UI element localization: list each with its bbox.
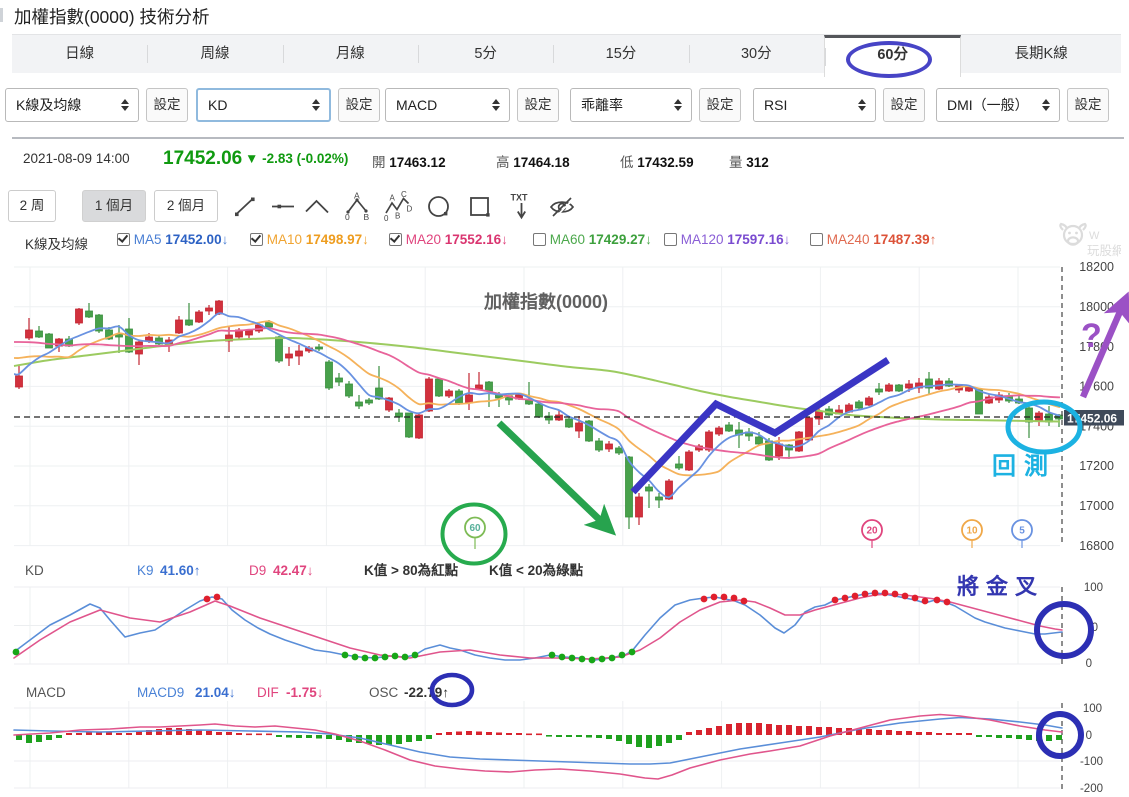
svg-text:100: 100 [1084, 582, 1103, 594]
svg-text:0: 0 [345, 212, 350, 222]
svg-text:60: 60 [469, 523, 481, 534]
svg-text:41.60↑: 41.60↑ [160, 563, 201, 578]
svg-text:0: 0 [384, 214, 389, 223]
svg-text:42.47↓: 42.47↓ [273, 563, 314, 578]
svg-text:D9: D9 [249, 563, 266, 578]
svg-text:A: A [354, 191, 360, 201]
svg-text:17200: 17200 [1079, 459, 1114, 473]
svg-text:A: A [390, 194, 396, 203]
svg-text:-100: -100 [1080, 756, 1103, 768]
svg-text:B: B [395, 212, 400, 221]
svg-text:5: 5 [1019, 526, 1025, 537]
svg-text:K值 < 20為綠點: K值 < 20為綠點 [489, 562, 584, 578]
svg-text:MACD: MACD [26, 685, 66, 700]
svg-text:-200: -200 [1080, 783, 1103, 795]
svg-text:將金叉: 將金叉 [957, 574, 1044, 599]
svg-text:18200: 18200 [1079, 260, 1114, 274]
svg-text:加權指數(0000): 加權指數(0000) [483, 291, 608, 312]
svg-text:?: ? [1081, 317, 1102, 355]
svg-text:16800: 16800 [1079, 539, 1114, 553]
svg-text:-22.79↑: -22.79↑ [404, 685, 449, 700]
svg-text:20: 20 [866, 526, 878, 537]
svg-text:0: 0 [1086, 730, 1092, 742]
svg-text:-1.75↓: -1.75↓ [286, 685, 324, 700]
svg-text:OSC: OSC [369, 685, 399, 700]
svg-text:17000: 17000 [1079, 499, 1114, 513]
svg-text:0: 0 [1086, 658, 1092, 670]
svg-text:MACD9: MACD9 [137, 685, 184, 700]
svg-text:K9: K9 [137, 563, 154, 578]
svg-text:21.04↓: 21.04↓ [195, 685, 236, 700]
svg-text:0: 0 [1092, 622, 1098, 634]
svg-text:K值 > 80為紅點: K值 > 80為紅點 [364, 562, 459, 578]
svg-text:TXT: TXT [511, 193, 529, 203]
svg-text:KD: KD [25, 563, 44, 578]
svg-text:D: D [407, 205, 413, 214]
svg-text:B: B [364, 212, 370, 222]
svg-text:10: 10 [966, 526, 978, 537]
svg-text:回測: 回測 [992, 452, 1056, 480]
svg-text:100: 100 [1083, 703, 1102, 715]
svg-text:W: W [1089, 230, 1100, 242]
svg-text:DIF: DIF [257, 685, 279, 700]
svg-text:玩股網: 玩股網 [1087, 244, 1121, 258]
svg-text:18000: 18000 [1079, 300, 1114, 314]
svg-text:C: C [401, 190, 407, 199]
